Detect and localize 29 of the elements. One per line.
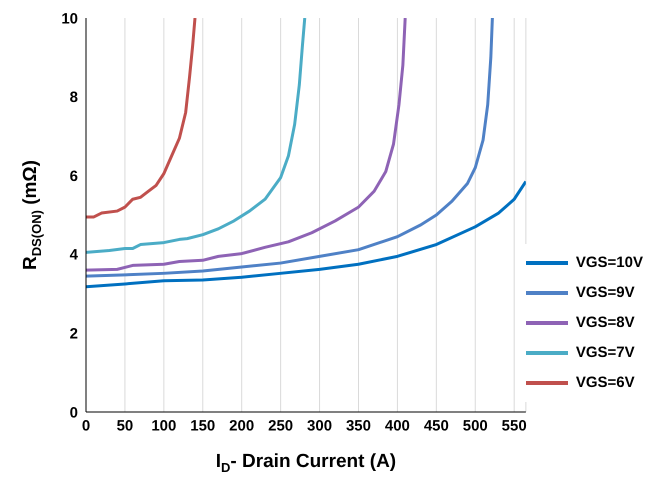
- y-tick-label: 2: [70, 326, 78, 343]
- y-tick-label: 8: [70, 89, 78, 106]
- x-tick-label: 500: [462, 418, 488, 435]
- x-tick-label: 300: [307, 418, 332, 435]
- x-tick-label: 400: [384, 418, 410, 435]
- legend-label: VGS=7V: [576, 343, 635, 363]
- x-tick-label: 450: [424, 418, 449, 435]
- line-series: [86, 18, 306, 254]
- line-series: [86, 180, 526, 288]
- line-series: [86, 18, 407, 272]
- line-series: [86, 18, 196, 218]
- x-tick-label: 0: [82, 418, 90, 435]
- y-tick-label: 6: [70, 168, 78, 185]
- x-tick-label: 200: [229, 418, 254, 435]
- x-tick-label: 550: [502, 418, 527, 435]
- legend-label: VGS=9V: [576, 283, 635, 303]
- x-tick-label: 50: [116, 418, 134, 435]
- legend-label: VGS=6V: [576, 373, 635, 393]
- x-tick-label: 100: [151, 418, 176, 435]
- y-tick-label: 4: [70, 246, 79, 264]
- y-tick-label: 0: [70, 404, 78, 422]
- line-series: [86, 18, 494, 278]
- legend-label: VGS=8V: [576, 313, 635, 333]
- x-axis-title: I$_{D}$- Drain Current (A): [216, 451, 396, 475]
- x-tick-label: 350: [346, 418, 371, 435]
- x-tick-label: 150: [190, 418, 216, 435]
- legend-label: VGS=10V: [576, 253, 643, 273]
- x-tick-label: 250: [268, 418, 294, 435]
- y-tick-label: 10: [61, 10, 78, 28]
